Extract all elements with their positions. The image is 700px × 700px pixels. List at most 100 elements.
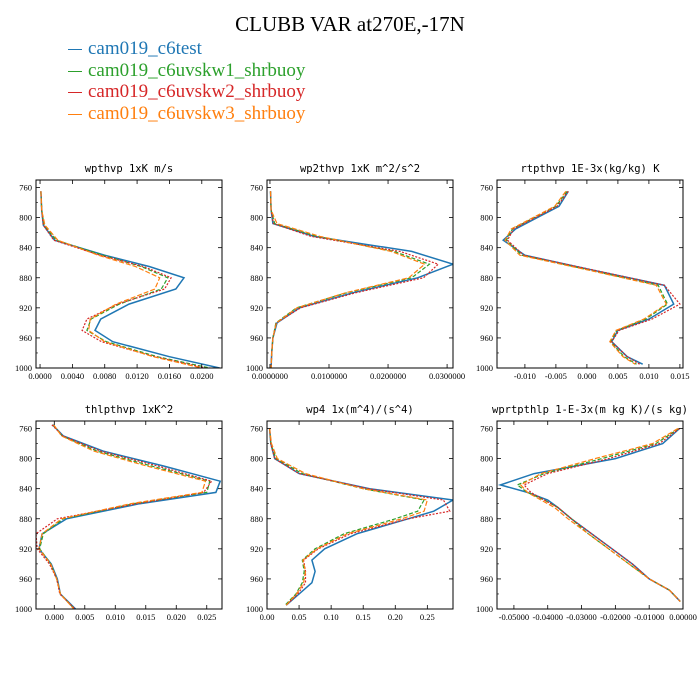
series-line [269,191,453,368]
y-tick-label: 960 [480,333,493,343]
y-tick-label: 760 [480,424,493,434]
legend-entry: cam019_c6test [68,38,305,60]
x-tick-label: -0.04000 [532,612,562,622]
y-tick-label: 840 [19,484,32,494]
y-tick-label: 960 [250,574,263,584]
y-tick-label: 880 [250,273,263,283]
x-tick-label: 0.0300000 [429,371,465,381]
x-tick-label: 0.0200000 [370,371,406,381]
series-line [516,427,681,602]
y-tick-label: 880 [250,514,263,524]
y-tick-label: 960 [19,574,32,584]
x-tick-label: 0.0100000 [311,371,347,381]
legend: cam019_c6test cam019_c6uvskw1_shrbuoy ca… [68,38,305,124]
y-tick-label: 1000 [15,363,32,373]
x-tick-label: 0.000 [45,612,64,622]
y-tick-label: 800 [19,213,32,223]
plot-frame [266,420,454,610]
y-tick-label: 840 [250,484,263,494]
x-tick-label: 0.15 [356,612,371,622]
series-line [269,428,429,606]
legend-label: cam019_c6uvskw2_shrbuoy [88,81,306,102]
y-tick-label: 760 [250,424,263,434]
y-tick-label: 880 [19,273,32,283]
legend-swatch [68,70,82,72]
series-line [268,428,453,606]
legend-entry: cam019_c6uvskw1_shrbuoy [68,60,305,82]
y-tick-label: 800 [19,454,32,464]
panel-title: wp2thvp 1xK m^2/s^2 [300,163,420,175]
series-line [269,191,426,368]
series-line [40,191,206,368]
x-tick-label: 0.005 [608,371,627,381]
x-tick-label: 0.000 [577,371,596,381]
legend-swatch [68,49,82,51]
chart-panel: rtpthvp 1E-3x(kg/kg) K 760 800 840 880 920 960… [476,163,689,381]
panel-title: rtpthvp 1E-3x(kg/kg) K [520,163,660,175]
y-tick-label: 880 [480,273,493,283]
series-line [501,190,675,365]
x-tick-label: -0.01000 [634,612,664,622]
y-tick-label: 760 [19,183,32,193]
y-tick-label: 1000 [246,363,263,373]
y-tick-label: 800 [250,454,263,464]
series-line [269,428,451,606]
x-tick-label: -0.010 [514,371,536,381]
y-tick-label: 840 [19,243,32,253]
panel-title: wprtpthlp 1-E-3x(m kg K)/(s kg) [492,404,688,416]
y-tick-label: 920 [250,544,263,554]
x-tick-label: 0.25 [420,612,435,622]
x-tick-label: 0.20 [388,612,403,622]
x-tick-label: 0.0000000 [252,371,288,381]
x-tick-label: 0.05 [292,612,307,622]
y-tick-label: 840 [250,243,263,253]
x-tick-label: 0.10 [324,612,339,622]
series-line [505,190,669,365]
y-tick-label: 800 [480,454,493,464]
chart-panel: wprtpthlp 1-E-3x(m kg K)/(s kg) 760 800 840… [476,404,697,622]
series-line [269,191,431,368]
plot-frame [35,420,223,610]
y-tick-label: 760 [480,183,493,193]
series-line [38,424,207,609]
x-tick-label: 0.00 [260,612,275,622]
x-tick-label: -0.05000 [499,612,529,622]
x-tick-label: 0.010 [106,612,125,622]
legend-entry: cam019_c6uvskw3_shrbuoy [68,103,305,125]
x-tick-label: 0.020 [167,612,186,622]
series-line [40,191,220,368]
plot-frame [496,179,684,369]
series-line [38,424,222,609]
x-tick-label: 0.0040 [61,371,84,381]
plot-frame [266,179,454,369]
x-tick-label: 0.010 [639,371,658,381]
legend-swatch [68,113,82,115]
x-tick-label: 0.005 [75,612,94,622]
plot-frame [496,420,684,610]
x-tick-label: -0.005 [545,371,567,381]
series-line [497,427,681,603]
legend-label: cam019_c6uvskw1_shrbuoy [88,59,306,81]
x-tick-label: 0.025 [197,612,216,622]
series-line [269,428,426,606]
y-tick-label: 880 [19,514,32,524]
y-tick-label: 840 [480,484,493,494]
series-line [523,428,681,602]
x-tick-label: -0.03000 [566,612,596,622]
plot-frame [35,179,223,369]
x-tick-label: -0.02000 [600,612,630,622]
series-line [40,191,202,368]
series-line [40,191,211,368]
x-tick-label: 0.015 [670,371,689,381]
panel-title: wp4 1x(m^4)/(s^4) [306,404,413,416]
legend-label: cam019_c6test [88,38,202,59]
y-tick-label: 1000 [15,604,32,614]
y-tick-label: 840 [480,243,493,253]
y-tick-label: 1000 [476,604,493,614]
y-tick-label: 880 [480,514,493,524]
legend-label: cam019_c6uvskw3_shrbuoy [88,102,306,124]
panel-title: wpthvp 1xK m/s [85,163,174,175]
y-tick-label: 760 [250,183,263,193]
x-tick-label: 0.00000 [669,612,697,622]
